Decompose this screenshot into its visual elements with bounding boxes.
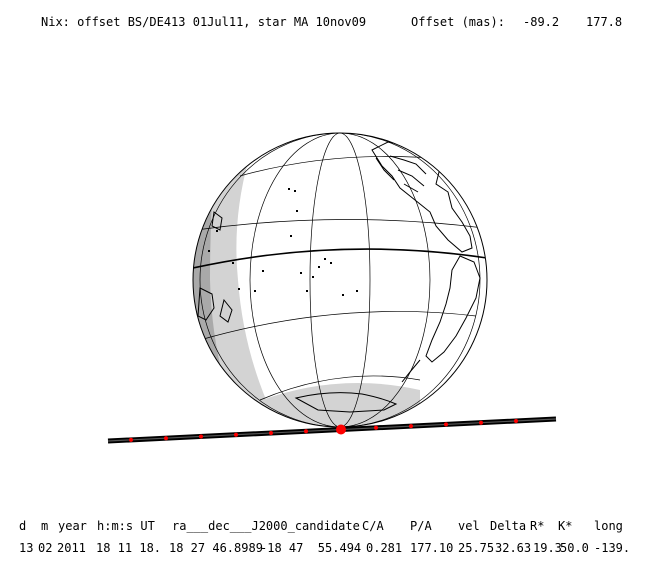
col-header-rstar: R* — [530, 519, 545, 533]
col-header-long: long — [594, 519, 623, 533]
col-header-pa: P/A — [410, 519, 432, 533]
globe-disk — [193, 133, 487, 427]
cell-rstar: 19.3 — [533, 541, 562, 555]
track-mark — [514, 419, 518, 423]
track-mark — [444, 422, 448, 427]
col-header-ra-dec: ra___dec___J2000_candidate — [172, 519, 360, 533]
cell-hms: 18 11 18. — [96, 541, 162, 555]
col-header-d: d — [19, 519, 27, 533]
cell-pa: 177.10 — [410, 541, 454, 555]
offset-x-value: -89.2 — [523, 15, 560, 29]
cell-ca: 0.281 — [366, 541, 403, 555]
track-time-marks — [129, 419, 518, 442]
col-header-delta: Delta — [490, 519, 527, 533]
cell-long: -139. — [594, 541, 631, 555]
col-header-year: year — [58, 519, 87, 533]
track-mark — [374, 425, 378, 430]
col-header-ca: C/A — [362, 519, 384, 533]
track-mark — [409, 424, 413, 429]
island-dots — [208, 188, 358, 296]
offset-y-value: 177.8 — [586, 15, 623, 29]
col-header-m: m — [41, 519, 49, 533]
cell-vel: 25.75 — [458, 541, 495, 555]
track-mark — [129, 437, 133, 442]
closest-approach-marker — [336, 424, 346, 435]
cell-kstar: 50.0 — [560, 541, 589, 555]
track-mark — [479, 420, 483, 425]
track-mark — [164, 436, 168, 441]
cell-m: 02 — [38, 541, 53, 555]
plot-title: Nix: offset BS/DE413 01Jul11, star MA 10… — [41, 15, 367, 29]
cell-dec: -18 47 55.494 — [260, 541, 362, 555]
track-mark — [199, 434, 203, 439]
cell-ra: 18 27 46.8989 — [169, 541, 263, 555]
cell-year: 2011 — [57, 541, 86, 555]
track-mark — [269, 431, 273, 435]
offset-label: Offset (mas): — [411, 15, 505, 29]
col-header-vel: vel — [458, 519, 480, 533]
equator-line — [193, 248, 487, 269]
cell-d: 13 — [19, 541, 34, 555]
cell-delta: 32.63 — [495, 541, 532, 555]
col-header-kstar: K* — [558, 519, 573, 533]
track-mark — [304, 429, 308, 434]
col-header-hms: h:m:s UT — [97, 519, 155, 533]
track-mark — [234, 432, 238, 437]
